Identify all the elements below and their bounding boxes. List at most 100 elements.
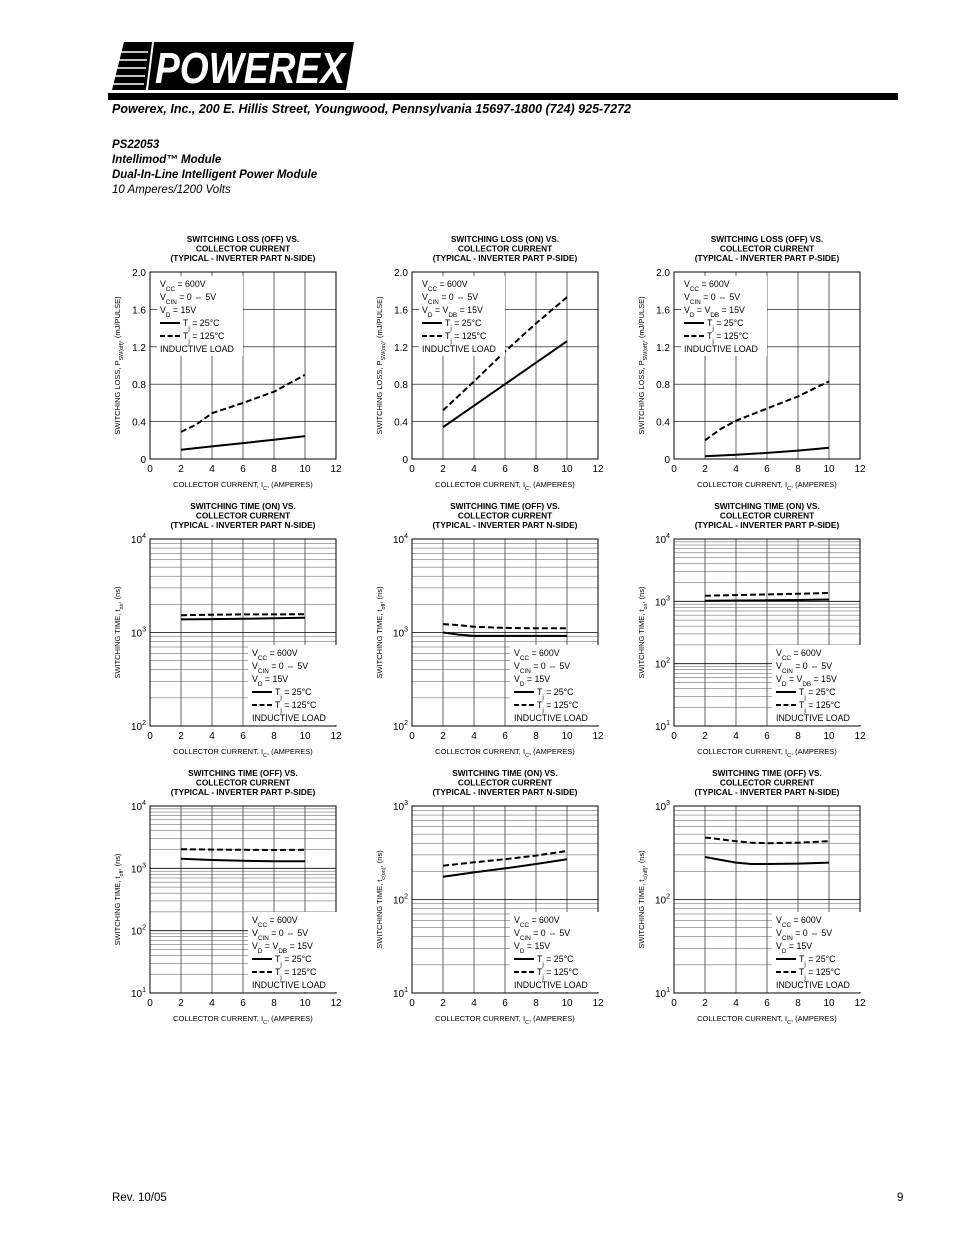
- legend-series-label: Tj = 125°C: [707, 331, 749, 345]
- legend-condition: VCC = 600V: [776, 915, 822, 929]
- legend-series-label: Tj = 25°C: [183, 318, 220, 332]
- chart-9: SWITCHING TIME (OFF) VS.COLLECTOR CURREN…: [637, 768, 866, 1026]
- y-tick-label: 0: [664, 455, 670, 466]
- x-tick-label: 6: [502, 464, 508, 475]
- y-axis-label: SWITCHING TIME, toff, (ns): [113, 853, 125, 946]
- product-rating: 10 Amperes/1200 Volts: [112, 184, 231, 196]
- y-tick-label: 102: [655, 658, 670, 671]
- legend-condition: VCC = 600V: [252, 648, 298, 662]
- legend-series-label: Tj = 125°C: [275, 967, 317, 981]
- x-tick-label: 4: [209, 731, 215, 742]
- y-tick-label: 0.4: [394, 418, 408, 429]
- x-tick-label: 12: [592, 731, 604, 742]
- legend-background: [157, 276, 243, 356]
- legend-condition: VD = 15V: [514, 941, 550, 955]
- legend-series-label: Tj = 25°C: [445, 318, 482, 332]
- legend-condition: VD = VDB = 15V: [684, 305, 745, 319]
- y-tick-label: 0.4: [132, 418, 146, 429]
- powerex-logo: POWEREX: [112, 42, 354, 93]
- series-line-tj25: [442, 340, 568, 429]
- chart-title-line: COLLECTOR CURRENT: [720, 778, 814, 788]
- y-tick-label: 101: [131, 987, 146, 1000]
- legend-series-label: Tj = 25°C: [537, 687, 574, 701]
- x-tick-label: 4: [209, 464, 215, 475]
- y-tick-label: 1.2: [132, 343, 146, 354]
- x-tick-label: 10: [823, 464, 835, 475]
- series-line-tj125: [704, 592, 830, 597]
- legend-series-label: Tj = 25°C: [537, 954, 574, 968]
- series-line-tj125: [704, 380, 830, 442]
- x-tick-label: 4: [733, 998, 739, 1009]
- x-axis-label: COLLECTOR CURRENT, IC, (AMPERES): [435, 747, 575, 759]
- chart-7: SWITCHING TIME (OFF) VS.COLLECTOR CURREN…: [113, 768, 342, 1026]
- chart-title-line: (TYPICAL - INVERTER PART N-SIDE): [695, 787, 840, 797]
- x-tick-label: 2: [702, 998, 708, 1009]
- x-tick-label: 0: [147, 998, 153, 1009]
- y-tick-label: 2.0: [132, 268, 146, 279]
- legend-series-label: Tj = 25°C: [275, 954, 312, 968]
- series-line-tj125: [180, 613, 306, 617]
- x-tick-label: 8: [271, 731, 277, 742]
- chart-6: SWITCHING TIME (ON) VS.COLLECTOR CURRENT…: [637, 501, 866, 759]
- y-tick-label: 103: [655, 800, 670, 813]
- chart-title-line: COLLECTOR CURRENT: [196, 511, 290, 521]
- plot-frame: [411, 538, 599, 727]
- legend-condition: VCIN = 0 ⇔ 5V: [422, 292, 478, 306]
- x-tick-label: 6: [502, 998, 508, 1009]
- y-tick-label: 101: [655, 720, 670, 733]
- x-tick-label: 12: [330, 731, 342, 742]
- chart-title-line: COLLECTOR CURRENT: [458, 778, 552, 788]
- legend-condition: VCIN = 0 ⇔ 5V: [252, 661, 308, 675]
- y-tick-label: 104: [393, 533, 408, 546]
- chart-title-line: (TYPICAL - INVERTER PART P-SIDE): [433, 253, 578, 263]
- x-tick-label: 12: [330, 464, 342, 475]
- x-tick-label: 2: [702, 464, 708, 475]
- legend-condition: VCC = 600V: [514, 648, 560, 662]
- series-line-tj25: [180, 616, 306, 621]
- y-tick-label: 0: [140, 455, 146, 466]
- x-tick-label: 10: [561, 998, 573, 1009]
- chart-5: SWITCHING TIME (OFF) VS.COLLECTOR CURREN…: [375, 501, 604, 759]
- legend-condition: VD = 15V: [514, 674, 550, 688]
- y-tick-label: 104: [655, 533, 670, 546]
- x-tick-label: 6: [764, 731, 770, 742]
- y-tick-label: 102: [131, 925, 146, 938]
- x-tick-label: 6: [240, 464, 246, 475]
- legend-footnote: INDUCTIVE LOAD: [252, 980, 326, 990]
- legend-series-label: Tj = 25°C: [799, 687, 836, 701]
- y-tick-label: 2.0: [656, 268, 670, 279]
- legend-series-label: Tj = 25°C: [799, 954, 836, 968]
- y-tick-label: 102: [131, 720, 146, 733]
- x-tick-label: 10: [823, 731, 835, 742]
- legend-condition: VCC = 600V: [160, 279, 206, 293]
- x-tick-label: 4: [471, 464, 477, 475]
- legend-series-label: Tj = 125°C: [799, 967, 841, 981]
- legend-footnote: INDUCTIVE LOAD: [160, 344, 234, 354]
- page-number: 9: [897, 1192, 904, 1204]
- x-tick-label: 6: [240, 998, 246, 1009]
- series-line-tj125: [442, 623, 567, 630]
- x-tick-label: 6: [502, 731, 508, 742]
- series-line-tj25: [180, 435, 306, 451]
- y-tick-label: 103: [393, 800, 408, 813]
- x-axis-label: COLLECTOR CURRENT, IC, (AMPERES): [435, 1014, 575, 1026]
- y-tick-label: 1.2: [656, 343, 670, 354]
- chart-8: SWITCHING TIME (ON) VS.COLLECTOR CURRENT…: [375, 768, 604, 1026]
- legend-series-label: Tj = 25°C: [275, 687, 312, 701]
- x-tick-label: 12: [854, 464, 866, 475]
- chart-title-line: COLLECTOR CURRENT: [720, 511, 814, 521]
- x-axis-label: COLLECTOR CURRENT, IC, (AMPERES): [697, 480, 837, 492]
- y-tick-label: 101: [655, 987, 670, 1000]
- product-info: PS22053 Intellimod™ Module Dual-In-Line …: [112, 138, 317, 198]
- x-tick-label: 8: [533, 731, 539, 742]
- x-tick-label: 4: [471, 731, 477, 742]
- y-axis-label: SWITCHING TIME, toff, (ns): [375, 586, 387, 679]
- x-tick-label: 10: [561, 731, 573, 742]
- y-tick-label: 2.0: [394, 268, 408, 279]
- legend-series-label: Tj = 125°C: [537, 967, 579, 981]
- legend-footnote: INDUCTIVE LOAD: [422, 344, 496, 354]
